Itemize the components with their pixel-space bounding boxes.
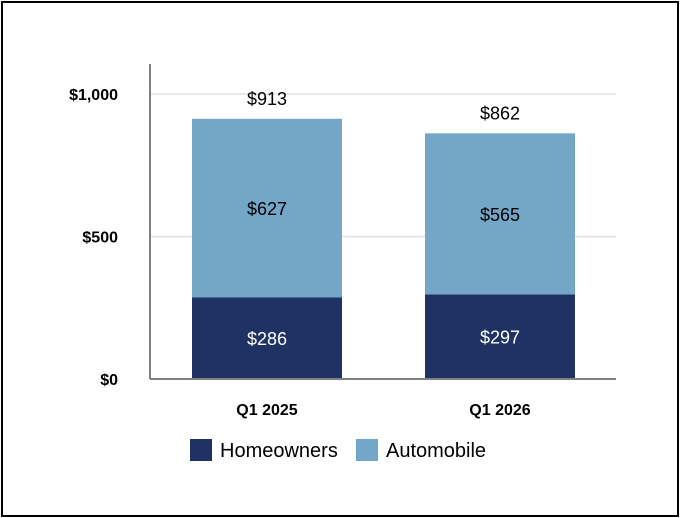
bar-homeowners-0: [192, 297, 342, 379]
axes: $0 $500 $1,000 Q1 2025 Q1 2026: [69, 64, 616, 419]
x-tick-label-1: Q1 2026: [469, 402, 530, 419]
bars: [192, 118, 575, 379]
bar-homeowners-1: [425, 294, 575, 379]
bar-automobile-0: [192, 118, 342, 298]
legend-swatch-automobile: [356, 439, 378, 461]
value-label-homeowners-1: $297: [480, 328, 520, 348]
total-label-0: $913: [247, 89, 287, 109]
value-label-automobile-0: $627: [247, 199, 287, 219]
legend-swatch-homeowners: [190, 439, 212, 461]
y-tick-label-0: $0: [100, 372, 118, 389]
bar-automobile-1: [425, 133, 575, 295]
value-label-homeowners-0: $286: [247, 329, 287, 349]
y-tick-label-2: $1,000: [69, 87, 118, 104]
legend-label-automobile: Automobile: [386, 440, 486, 462]
x-tick-label-0: Q1 2025: [236, 402, 297, 419]
total-label-1: $862: [480, 103, 520, 123]
legend-label-homeowners: Homeowners: [220, 440, 338, 462]
value-label-automobile-1: $565: [480, 205, 520, 225]
data-labels: $286 $627 $913 $297 $565 $862: [247, 89, 520, 349]
legend: Homeowners Automobile: [190, 439, 486, 462]
y-tick-label-1: $500: [82, 230, 118, 247]
